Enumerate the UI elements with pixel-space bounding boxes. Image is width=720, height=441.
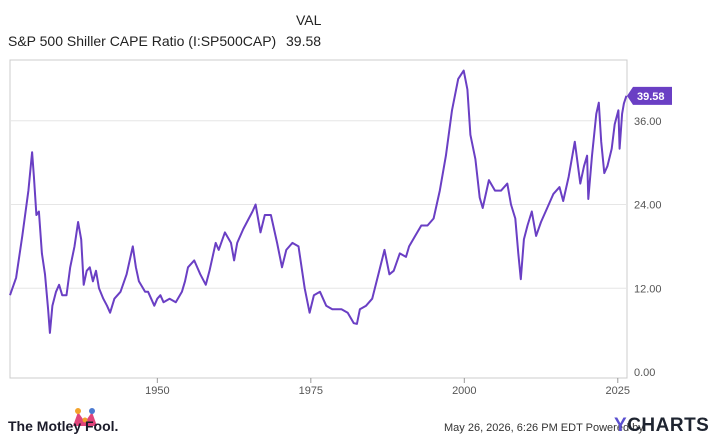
x-axis-ticks: 1950 1975 2000 2025 [145,378,630,397]
x-tick-label: 2025 [606,385,630,397]
series-current-value: 39.58 [286,33,322,49]
y-tick-label: 24.00 [634,200,662,212]
series-line [9,69,628,334]
last-value-badge: 39.58 [627,86,672,105]
ycharts-logo-text: CHARTS [627,415,710,436]
y-axis-ticks: 0.00 12.00 24.00 36.00 [634,116,662,379]
column-header-val: VAL [296,12,322,28]
motley-fool-logo: The Motley Fool. [8,418,119,434]
y-tick-label: 12.00 [634,283,662,295]
footer-timestamp: May 26, 2026, 6:26 PM EDT Powered by [444,422,644,434]
last-value-badge-label: 39.58 [637,91,665,103]
x-tick-label: 2000 [452,385,476,397]
series-name-label: S&P 500 Shiller CAPE Ratio (I:SP500CAP) [8,33,277,49]
y-tick-label: 36.00 [634,116,662,128]
x-tick-label: 1975 [299,385,323,397]
jester-hat-icon [73,408,97,426]
last-value-badge-bg [627,86,672,105]
ycharts-logo-y: Y [614,415,628,436]
ycharts-logo: YCHARTS [614,415,709,437]
grid-layer [10,120,627,289]
plot-frame [9,59,628,379]
y-tick-label: 0.00 [634,367,655,379]
x-tick-label: 1950 [145,385,169,397]
